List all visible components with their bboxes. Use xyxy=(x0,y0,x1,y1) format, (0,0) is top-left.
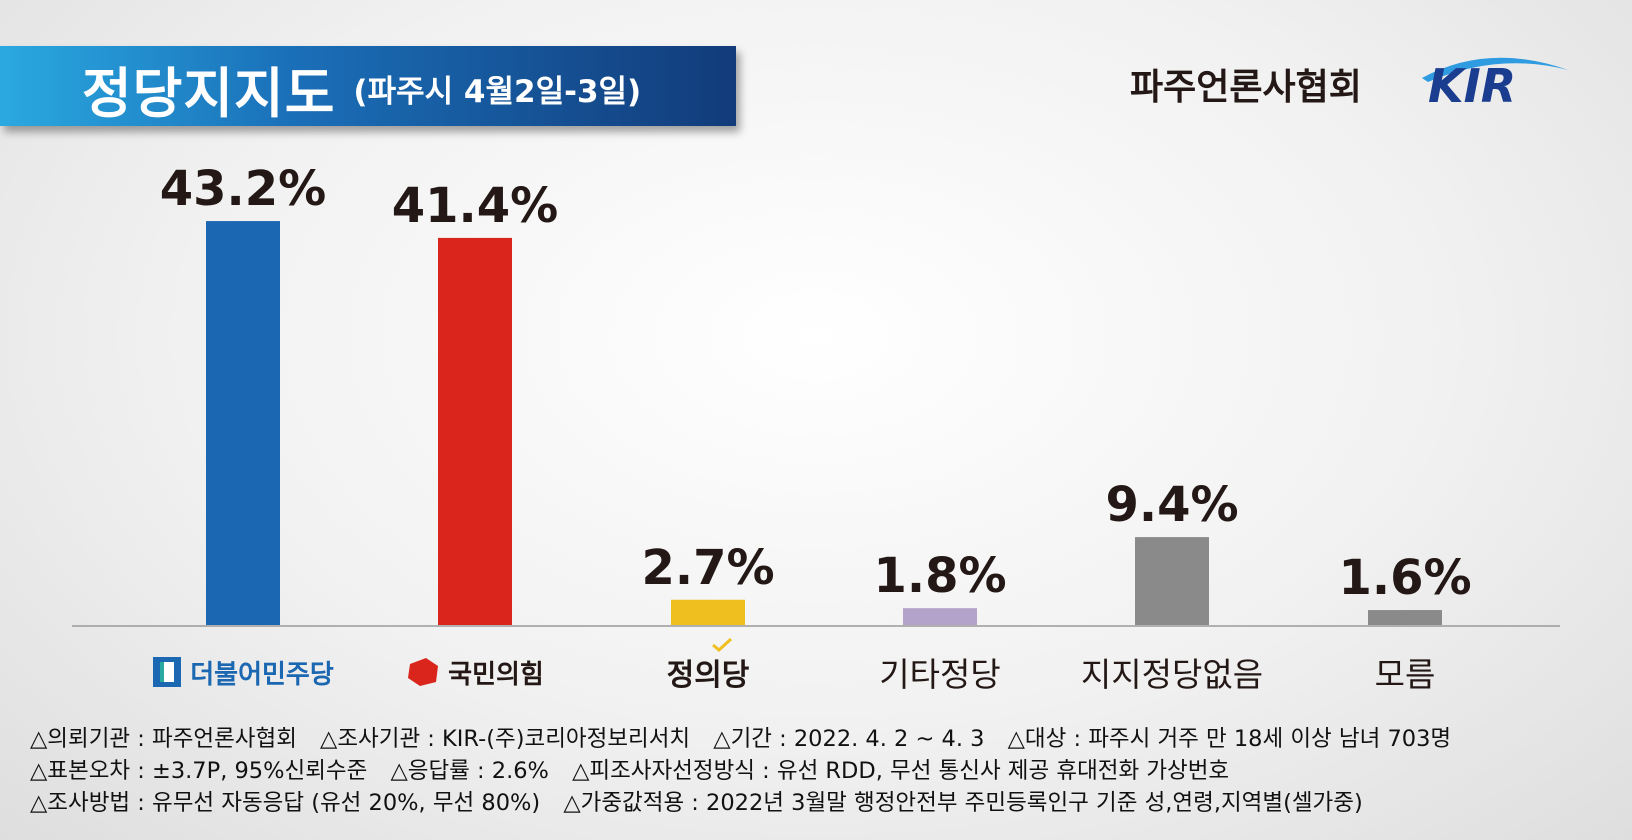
footer-item: △조사방법 : 유무선 자동응답 (유선 20%, 무선 80%) xyxy=(30,790,541,816)
footer-item: △조사기관 : KIR-(주)코리아정보리서치 xyxy=(320,726,691,752)
bar-ppp xyxy=(438,237,512,625)
title-banner xyxy=(0,46,736,126)
bar-unknown xyxy=(1368,610,1442,625)
category-text-justice: 정의당 xyxy=(667,638,749,694)
footer-item: △가중값적용 : 2022년 3월말 행정안전부 주민등록인구 기준 성,연령,… xyxy=(563,790,1363,816)
checkmark-icon xyxy=(711,638,732,652)
kir-logo-text: KIR xyxy=(1428,59,1516,110)
bar-chart: 43.2% 41.4% 2.7% 1.8% 9.4% 1.6% xyxy=(72,161,1560,627)
category-label-none: 지지정당없음 xyxy=(1080,655,1264,694)
bar-group: 43.2% 41.4% 2.7% 1.8% 9.4% 1.6% xyxy=(160,161,1472,625)
footer-item: △대상 : 파주시 거주 만 18세 이상 남녀 703명 xyxy=(1007,726,1452,752)
value-label-none: 9.4% xyxy=(1105,477,1238,533)
title-block: 정당지지도 (파주시 4월2일-3일) xyxy=(82,50,641,126)
bar-democratic xyxy=(206,221,280,625)
chart-title: 정당지지도 xyxy=(82,61,336,125)
kir-logo: KIR xyxy=(1422,57,1568,110)
footer-item: △표본오차 : ±3.7P, 95%신뢰수준 xyxy=(30,758,368,784)
chart-subtitle: (파주시 4월2일-3일) xyxy=(353,73,642,110)
footer-item: △피조사자선정방식 : 유선 RDD, 무선 통신사 제공 휴대전화 가상번호 xyxy=(572,758,1230,784)
survey-footer: △의뢰기관 : 파주언론사협회 △조사기관 : KIR-(주)코리아정보리서치 … xyxy=(30,723,1610,819)
category-text-ppp: 국민의힘 xyxy=(448,659,544,690)
category-label-ppp: 국민의힘 xyxy=(365,650,585,694)
bar-none xyxy=(1135,537,1209,625)
footer-item: △의뢰기관 : 파주언론사협회 xyxy=(30,726,297,752)
category-label-justice: 정의당 xyxy=(598,638,818,694)
ppp-party-logo-icon xyxy=(408,658,439,686)
category-label-other: 기타정당 xyxy=(879,655,1001,694)
footer-item: △기간 : 2022. 4. 2 ~ 4. 3 xyxy=(713,726,985,752)
category-label-unknown: 모름 xyxy=(1374,655,1436,694)
value-label-unknown: 1.6% xyxy=(1338,550,1471,606)
democratic-party-logo-icon xyxy=(153,657,182,687)
value-label-other: 1.8% xyxy=(873,548,1006,604)
bar-justice xyxy=(671,599,745,625)
bar-other xyxy=(903,608,977,625)
publisher-name: 파주언론사협회 xyxy=(1130,67,1362,108)
value-label-democratic: 43.2% xyxy=(160,161,327,217)
footer-item: △응답률 : 2.6% xyxy=(390,758,549,784)
category-label-democratic: 더불어민주당 xyxy=(133,650,353,694)
value-label-justice: 2.7% xyxy=(641,540,774,596)
category-text-democratic: 더불어민주당 xyxy=(190,659,334,690)
footer-line-3: △조사방법 : 유무선 자동응답 (유선 20%, 무선 80%) △가중값적용… xyxy=(30,787,1610,819)
value-label-ppp: 41.4% xyxy=(392,178,559,234)
footer-line-1: △의뢰기관 : 파주언론사협회 △조사기관 : KIR-(주)코리아정보리서치 … xyxy=(30,723,1610,755)
footer-line-2: △표본오차 : ±3.7P, 95%신뢰수준 △응답률 : 2.6% △피조사자… xyxy=(30,755,1610,787)
